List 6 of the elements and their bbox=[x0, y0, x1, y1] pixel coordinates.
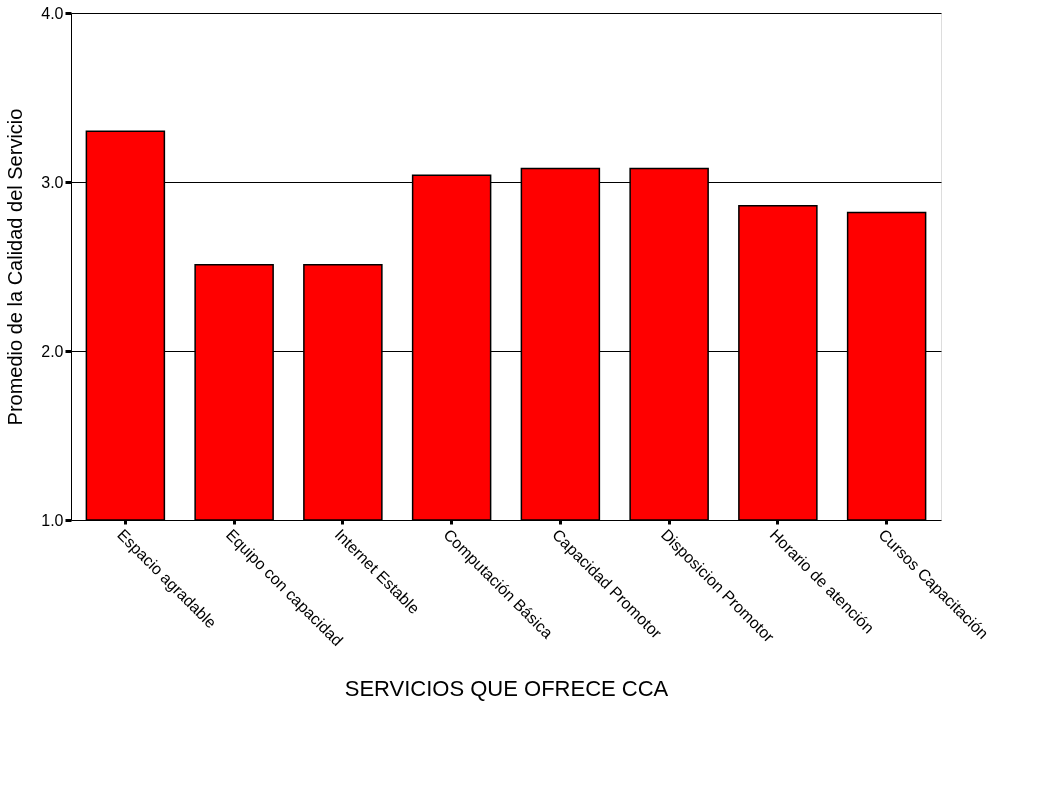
x-axis-title: SERVICIOS QUE OFRECE CCA bbox=[344, 676, 669, 702]
y-tick-label: 1.0 bbox=[41, 511, 64, 529]
y-axis-title: Promedio de la Calidad del Servicio bbox=[4, 108, 27, 426]
y-tick-label: 4.0 bbox=[41, 4, 64, 22]
y-tick-label: 3.0 bbox=[41, 173, 64, 191]
y-tick-label: 2.0 bbox=[41, 342, 64, 360]
